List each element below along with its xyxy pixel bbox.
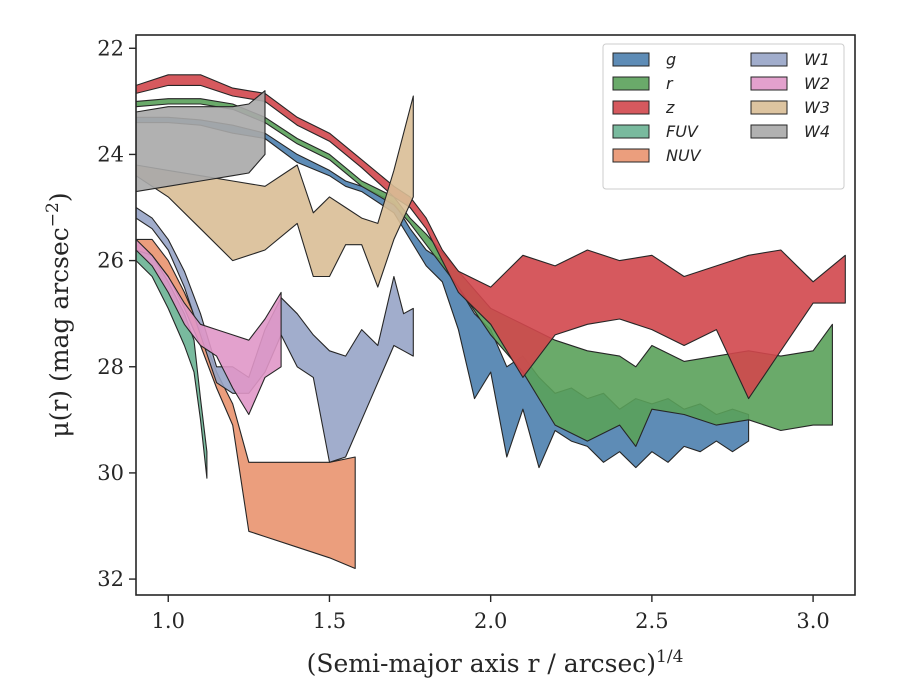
- series-areas: [136, 74, 846, 570]
- legend-swatch-w1: [750, 52, 788, 67]
- y-tick-label: 32: [97, 567, 124, 591]
- y-tick-label: 22: [97, 36, 124, 60]
- legend-label-w1: W1: [804, 50, 830, 69]
- y-axis-title-close: ): [45, 192, 74, 202]
- series-area-w2: [136, 238, 282, 416]
- legend-label-w4: W4: [804, 122, 830, 141]
- legend-swatch-z: [612, 100, 650, 115]
- legend: grz FUV NUV W1 W2 W3 W4: [602, 43, 845, 190]
- legend-swatch-g: [612, 52, 650, 67]
- series-area-w4: [136, 90, 266, 193]
- x-tick-label: 3.0: [796, 609, 829, 633]
- y-tick-label: 30: [97, 461, 124, 485]
- legend-swatch-w2: [750, 76, 788, 91]
- legend-label-g: g: [666, 50, 676, 69]
- y-axis-title-superscript: −2: [43, 202, 63, 227]
- legend-label-fuv: FUV: [666, 122, 699, 141]
- legend-label-nuv: NUV: [666, 146, 702, 165]
- legend-swatch-nuv: [612, 148, 650, 163]
- series-area-w3: [136, 95, 414, 288]
- legend-label-w2: W2: [804, 74, 830, 93]
- y-tick-label: 26: [97, 249, 124, 273]
- legend-swatch-w3: [750, 100, 788, 115]
- x-axis-title-main: (Semi-major axis r / arcsec): [307, 649, 656, 678]
- y-axis-title-main: μ(r) (mag arcsec: [45, 227, 74, 437]
- legend-swatch-w4: [750, 124, 788, 139]
- y-axis-title: μ(r) (mag arcsec−2): [43, 192, 74, 437]
- legend-label-w3: W3: [804, 98, 830, 117]
- legend-swatch-r: [612, 76, 650, 91]
- x-tick-label: 2.0: [474, 609, 507, 633]
- series-area-g: [136, 116, 750, 469]
- x-tick-label: 1.0: [152, 609, 185, 633]
- legend-label-z: z: [665, 98, 675, 117]
- legend-swatch-fuv: [612, 124, 650, 139]
- x-tick-label: 2.5: [635, 609, 668, 633]
- x-axis-title-superscript: 1/4: [656, 647, 683, 667]
- y-tick-label: 24: [97, 142, 124, 166]
- legend-label-r: r: [666, 74, 674, 93]
- x-axis: 1.0 1.5 2.0 2.5 3.0: [152, 595, 830, 633]
- x-axis-title: (Semi-major axis r / arcsec)1/4: [307, 647, 684, 678]
- x-tick-label: 1.5: [313, 609, 346, 633]
- y-axis: 22 24 26 28 30 32: [97, 36, 136, 591]
- plot-frame: [135, 34, 856, 596]
- y-tick-label: 28: [97, 355, 124, 379]
